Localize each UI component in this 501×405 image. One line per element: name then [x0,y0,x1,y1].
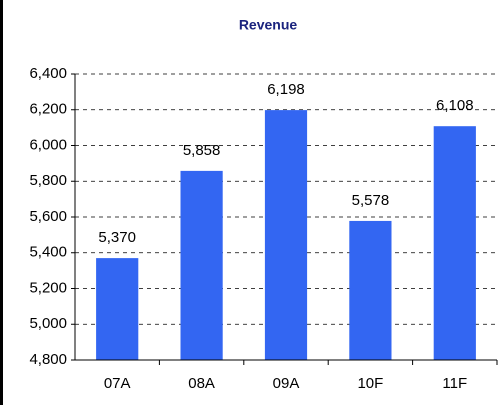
y-tick-label: 5,800 [29,172,67,189]
bar [433,126,476,360]
data-label: 5,858 [183,142,221,159]
data-label: 5,370 [98,229,136,246]
y-tick-label: 5,200 [29,279,67,296]
y-tick-label: 6,400 [29,65,67,82]
data-label: 6,198 [267,81,305,98]
y-tick-label: 4,800 [29,351,67,368]
data-label: 5,578 [352,192,390,209]
data-label: 6,108 [436,97,474,114]
bar [264,110,308,360]
x-tick-label: 11F [442,375,467,392]
x-tick-label: 10F [357,375,383,392]
y-tick-label: 6,200 [29,101,67,118]
chart-title: Revenue [239,17,298,33]
bar [180,170,223,360]
y-tick-label: 6,000 [29,136,67,153]
x-tick-label: 09A [273,375,300,392]
bar [349,220,392,360]
frame-edge [0,0,3,405]
x-tick-label: 08A [188,375,215,392]
x-tick-label: 07A [104,375,131,392]
y-tick-label: 5,400 [29,244,67,261]
y-tick-label: 5,600 [29,208,67,225]
y-tick-label: 5,000 [29,315,67,332]
bar [96,258,139,360]
